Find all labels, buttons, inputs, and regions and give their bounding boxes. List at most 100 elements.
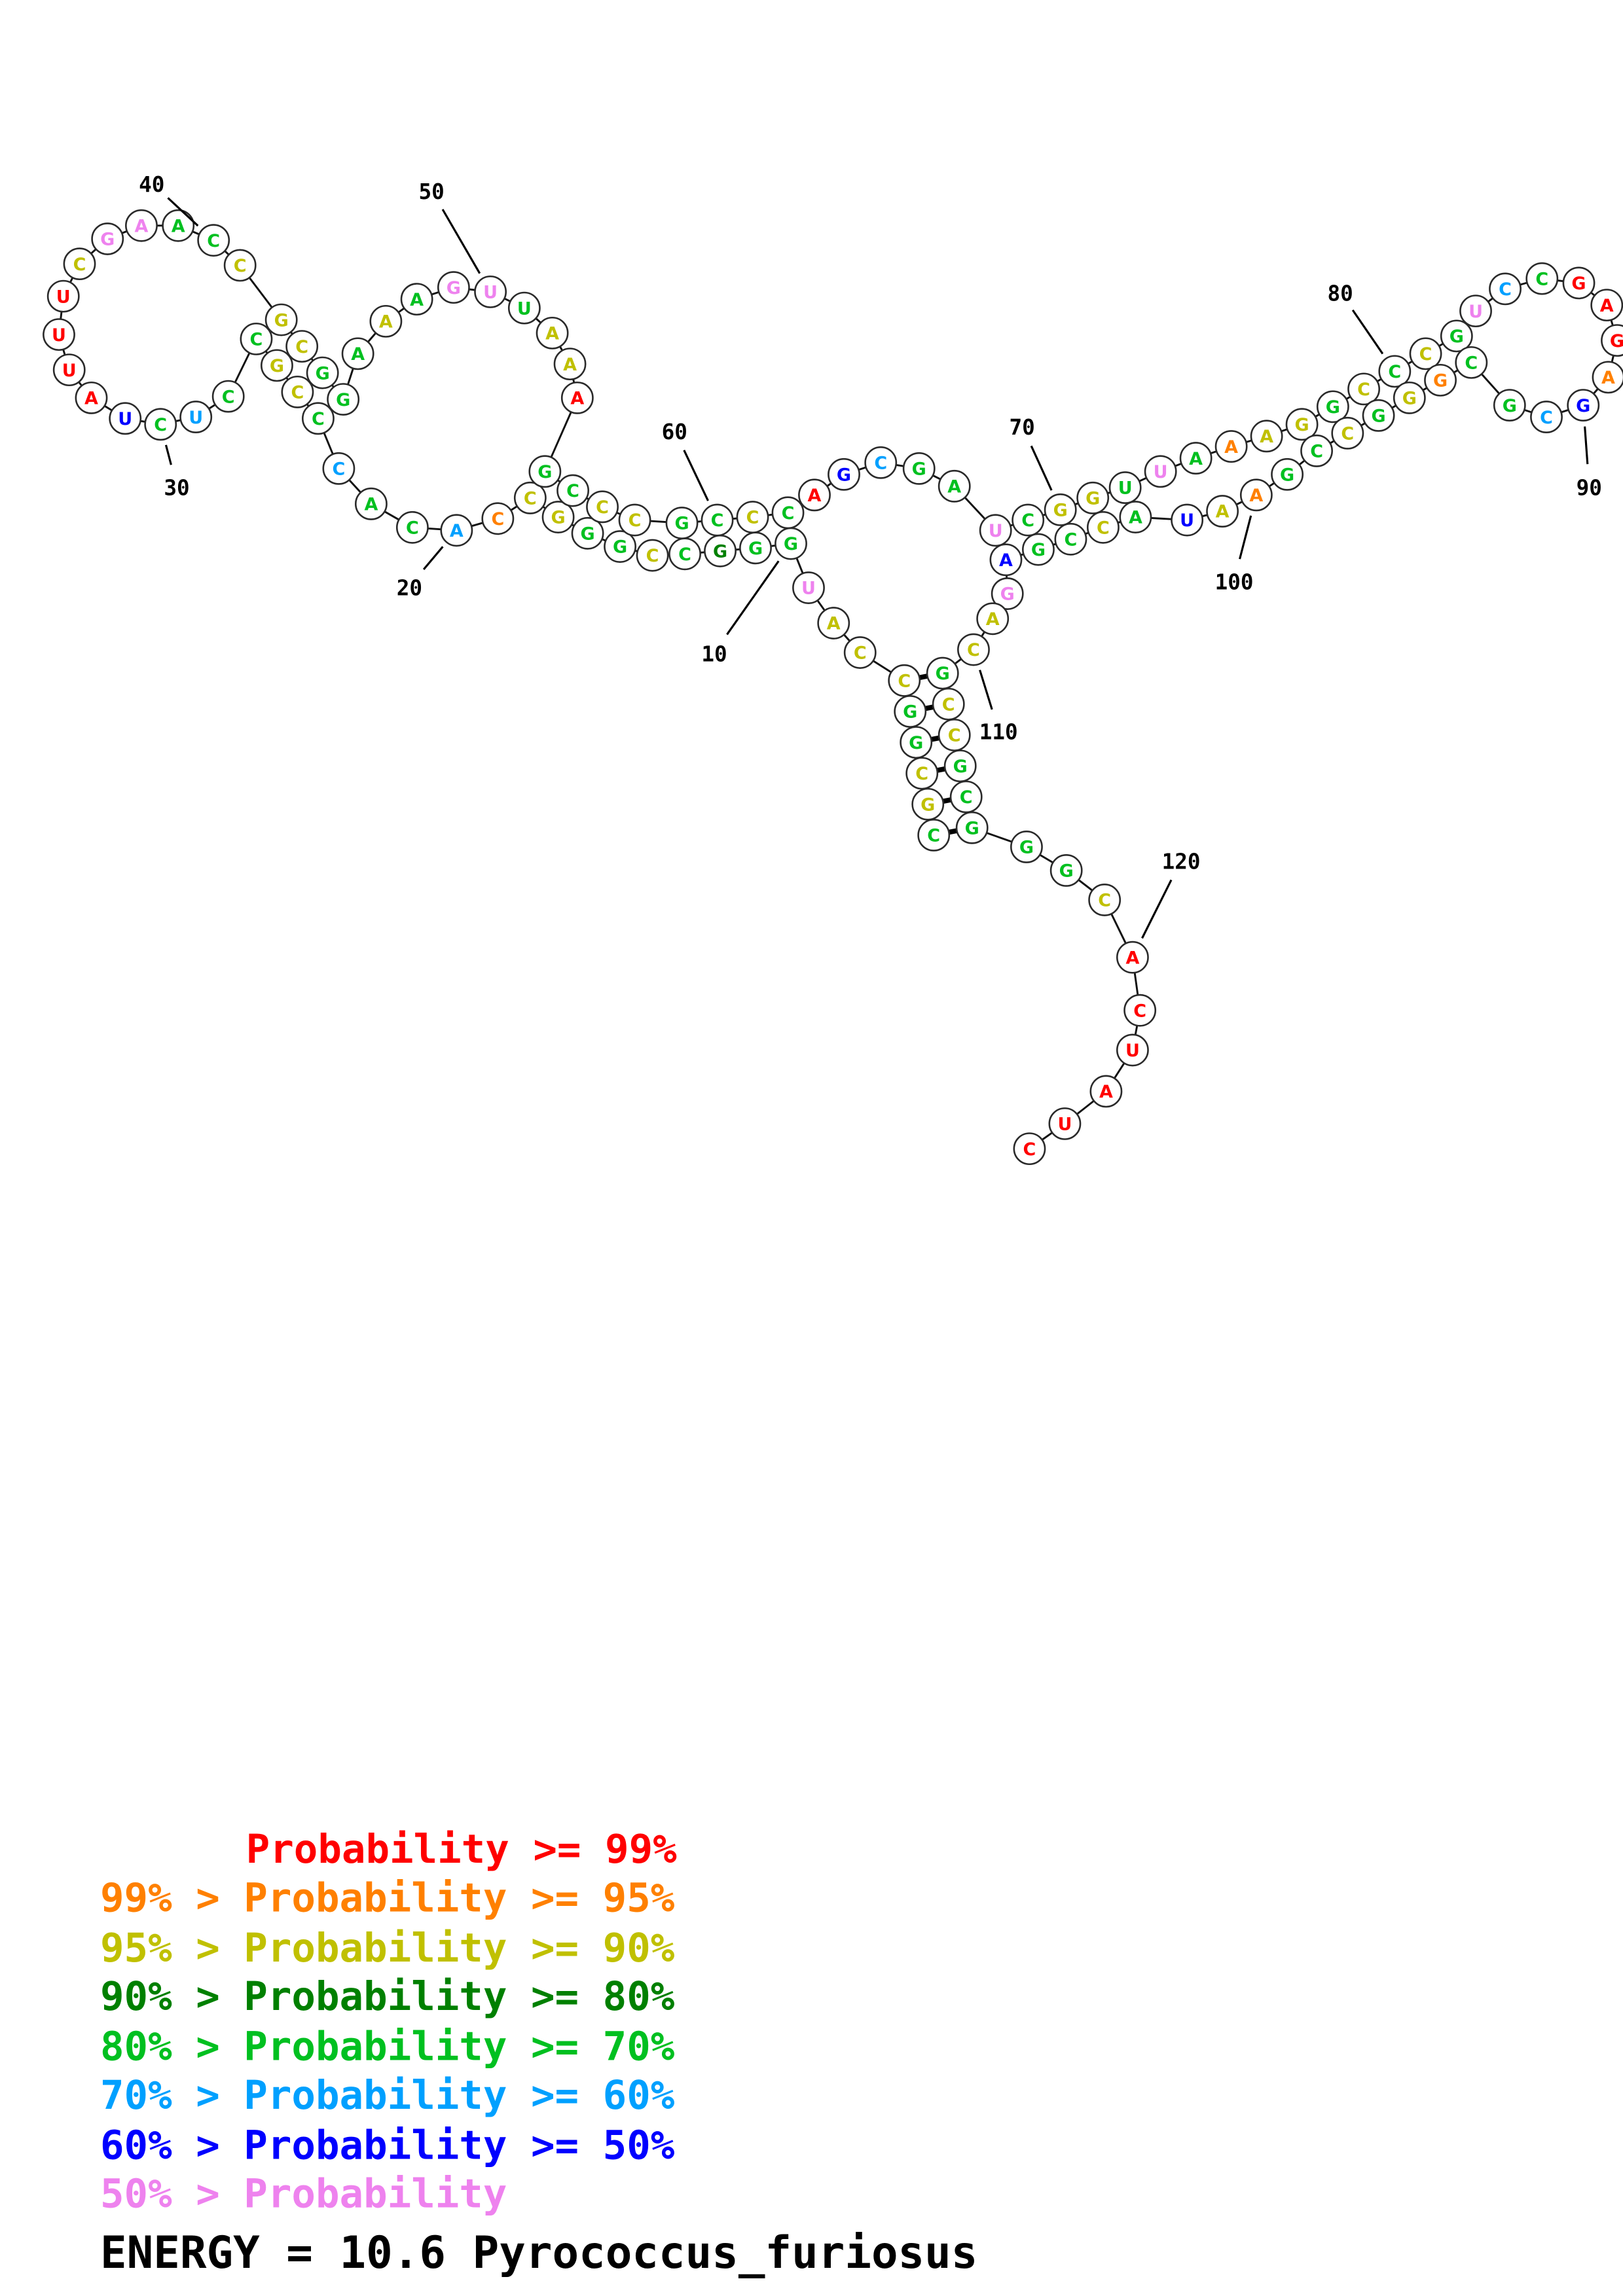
nucleotide-base-letter: G: [713, 541, 727, 562]
nucleotide-base-letter: G: [336, 390, 350, 410]
nucleotide-base-letter: U: [1154, 462, 1168, 482]
nucleotide: G: [902, 452, 936, 485]
nucleotide-circle: [938, 719, 971, 751]
nucleotide-circle: [586, 490, 619, 524]
nucleotide-circle: [900, 726, 933, 759]
nucleotide-base-letter: A: [808, 486, 822, 506]
nucleotide: A: [354, 487, 388, 520]
nucleotide-base-letter: C: [154, 415, 167, 435]
nucleotide-base-letter: C: [960, 787, 973, 808]
legend-item-4: 80% > Probability >= 70%: [100, 2024, 675, 2070]
nucleotide: G: [1601, 324, 1623, 357]
position-pointer-line: [1239, 515, 1252, 560]
nucleotide-circle: [63, 247, 96, 281]
nucleotide-circle: [957, 633, 990, 666]
nucleotide-circle: [1590, 289, 1623, 322]
nucleotide: C: [1300, 434, 1334, 467]
nucleotide-base-letter: C: [898, 671, 911, 691]
nucleotide-base-letter: G: [1280, 465, 1294, 486]
nucleotide-circle: [1489, 272, 1522, 306]
nucleotide: C: [843, 636, 877, 669]
nucleotide-circle: [1250, 420, 1283, 453]
nucleotide-base-letter: G: [903, 702, 917, 723]
legend-item-2: 95% > Probability >= 90%: [100, 1926, 675, 1971]
nucleotide-circle: [771, 496, 805, 529]
nucleotide-base-letter: G: [551, 508, 565, 528]
nucleotide-base-letter: U: [1180, 511, 1194, 531]
nucleotide: U: [109, 402, 142, 435]
nucleotide-circle: [1493, 389, 1526, 422]
position-label: 90: [1577, 475, 1602, 500]
nucleotide: U: [1144, 455, 1177, 488]
nucleotide-circle: [902, 452, 936, 485]
position-label: 80: [1327, 281, 1353, 306]
nucleotide: A: [989, 543, 1023, 577]
nucleotide: A: [75, 381, 108, 414]
nucleotide: A: [553, 348, 587, 381]
nucleotide-circle: [618, 503, 651, 537]
nucleotide: C: [301, 402, 335, 435]
nucleotide: G: [991, 577, 1024, 610]
nucleotide: G: [704, 534, 737, 567]
nucleotide-base-letter: G: [1295, 415, 1309, 435]
nucleotide-circle: [211, 380, 245, 413]
nucleotide: C: [63, 247, 96, 281]
nucleotide-base-letter: A: [999, 550, 1013, 571]
nucleotide: G: [1044, 493, 1077, 526]
nucleotide-base-letter: C: [1341, 424, 1354, 444]
nucleotide: A: [560, 381, 594, 414]
nucleotide-base-letter: A: [379, 312, 393, 332]
nucleotide: G: [926, 656, 959, 690]
nucleotide: C: [668, 537, 701, 571]
nucleotide-base-letter: C: [1097, 518, 1110, 538]
nucleotide-base-letter: U: [801, 579, 816, 599]
nucleotide: C: [1086, 511, 1120, 544]
nucleotide: A: [1089, 1075, 1123, 1108]
nucleotide-circle: [571, 516, 604, 550]
nucleotide: C: [513, 481, 547, 514]
nucleotide-base-letter: A: [1224, 437, 1238, 457]
nucleotide-circle: [955, 811, 989, 844]
nucleotide-base-letter: C: [782, 503, 795, 524]
nucleotide: U: [979, 514, 1012, 547]
nucleotide: G: [604, 530, 636, 563]
nucleotide-base-letter: G: [1576, 396, 1590, 416]
nucleotide: C: [1347, 372, 1380, 406]
nucleotide: C: [197, 224, 230, 257]
nucleotide-base-letter: G: [748, 539, 763, 559]
nucleotide-circle: [322, 452, 356, 485]
nucleotide: U: [1459, 295, 1492, 328]
nucleotide-base-letter: A: [1099, 1082, 1113, 1102]
nucleotide: G: [1022, 533, 1055, 566]
nucleotide: U: [1171, 503, 1204, 537]
nucleotide-base-letter: C: [711, 511, 724, 531]
nucleotide-circle: [1393, 381, 1426, 414]
legend-item-1: 99% > Probability >= 95%: [100, 1875, 675, 1921]
nucleotide-circle: [1010, 831, 1043, 863]
nucleotide-circle: [1012, 503, 1045, 537]
nucleotide-circle: [285, 330, 319, 363]
nucleotide-base-letter: G: [538, 462, 552, 482]
nucleotide-base-letter: A: [84, 389, 98, 409]
nucleotide-base-letter: G: [1503, 396, 1517, 416]
nucleotide-circle: [281, 375, 314, 408]
nucleotide-circle: [1089, 1075, 1123, 1108]
position-pointer-line: [1141, 879, 1173, 939]
nucleotide: C: [618, 503, 651, 537]
nucleotide-base-letter: C: [927, 826, 940, 846]
nucleotide: C: [736, 501, 769, 533]
nucleotide-circle: [197, 224, 230, 257]
nucleotide-circle: [223, 249, 257, 282]
nucleotide-circle: [894, 695, 927, 728]
nucleotide-base-letter: G: [674, 514, 689, 534]
nucleotide: C: [1409, 337, 1442, 370]
legend-item-7: 50% > Probability: [100, 2172, 507, 2217]
nucleotide: A: [1592, 361, 1623, 394]
nucleotide-base-letter: U: [189, 408, 203, 428]
nucleotide-base-letter: A: [351, 344, 365, 365]
nucleotide: A: [798, 478, 831, 512]
nucleotide-circle: [541, 501, 575, 533]
nucleotide-circle: [341, 337, 374, 370]
nucleotide-circle: [507, 291, 541, 325]
